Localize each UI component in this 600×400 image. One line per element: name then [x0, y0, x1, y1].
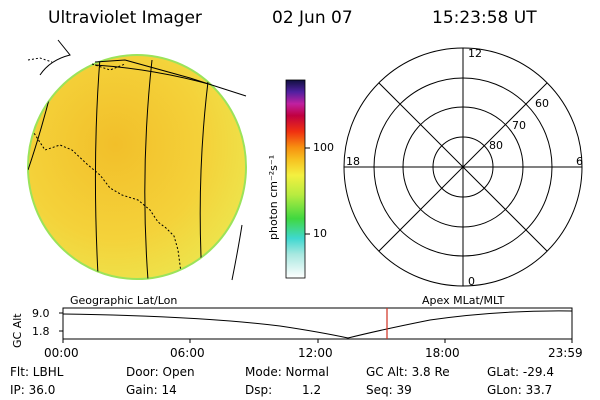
door-status: Door: Open	[126, 365, 195, 379]
dsp-label: Dsp:	[245, 383, 273, 397]
uv-image-disk	[27, 39, 247, 281]
gain-status: Gain: 14	[126, 383, 177, 397]
colorbar	[285, 79, 310, 279]
timeline-x-tick: 12:00	[298, 346, 333, 360]
header-time: 15:23:58 UT	[432, 8, 537, 28]
meridian-line	[199, 65, 211, 279]
mlt-label-18: 18	[346, 155, 360, 168]
dsp-value: 1.2	[302, 383, 322, 397]
timeline-x-tick: 23:59	[548, 346, 583, 360]
app-title: Ultraviolet Imager	[48, 8, 202, 28]
ip-status: IP: 36.0	[10, 383, 56, 397]
coastline	[27, 57, 53, 63]
mlt-label-0: 0	[468, 275, 475, 288]
colorbar-tick-100: 100	[313, 141, 334, 154]
meridian-line	[144, 59, 153, 279]
gc-alt-status: GC Alt: 3.8 Re	[366, 365, 450, 379]
timeline-panel	[59, 307, 573, 343]
meridian-line	[94, 57, 101, 276]
mlt-label-6: 6	[576, 155, 583, 168]
colorbar-unit-label: photon cm⁻²s⁻¹	[267, 154, 280, 240]
header-date: 02 Jun 07	[272, 8, 353, 28]
polar-plot	[343, 47, 583, 287]
coastline	[31, 129, 183, 279]
timeline-x-tick: 06:00	[170, 346, 205, 360]
grid-outer-line	[231, 224, 243, 281]
grid-outer-line	[94, 59, 247, 97]
lat-label-70: 70	[512, 119, 526, 132]
lat-label-80: 80	[489, 139, 503, 152]
mode-status: Mode: Normal	[245, 365, 329, 379]
mlt-label-12: 12	[468, 47, 482, 60]
timeline-left-label: Geographic Lat/Lon	[70, 294, 178, 307]
filter-status: Flt: LBHL	[10, 365, 64, 379]
grid-outer-line	[39, 39, 71, 76]
glon-status: GLon: 33.7	[487, 383, 553, 397]
polar-diagonal	[378, 82, 548, 252]
coastline	[91, 63, 126, 71]
glat-status: GLat: -29.4	[487, 365, 554, 379]
timeline-y-axis-label: GC Alt	[11, 313, 24, 348]
lat-label-60: 60	[535, 97, 549, 110]
altitude-curve	[62, 310, 573, 339]
timeline-y-tick-low: 1.8	[32, 325, 50, 338]
timeline-x-tick: 00:00	[44, 346, 79, 360]
colorbar-tick-10: 10	[313, 227, 327, 240]
timeline-right-label: Apex MLat/MLT	[422, 294, 505, 307]
seq-status: Seq: 39	[366, 383, 412, 397]
timeline-x-tick: 18:00	[425, 346, 460, 360]
timeline-y-tick-high: 9.0	[32, 307, 50, 320]
